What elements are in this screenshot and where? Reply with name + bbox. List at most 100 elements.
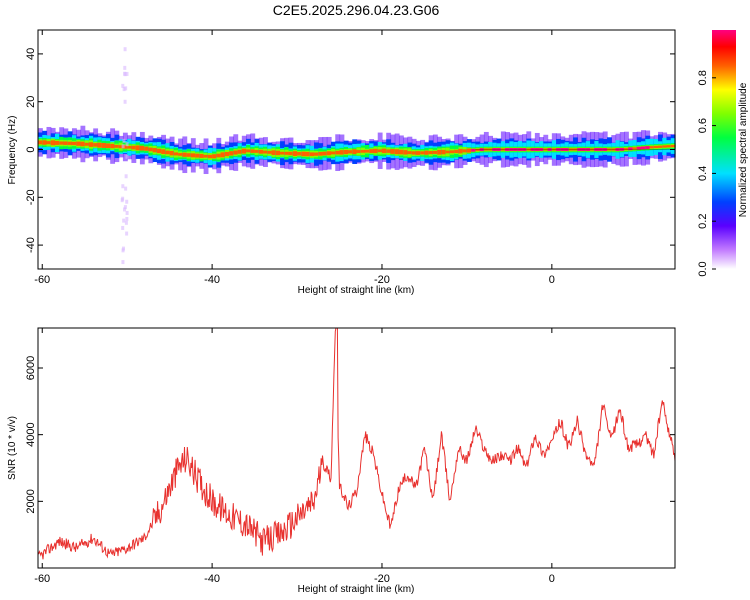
spectrogram-cell — [199, 153, 205, 158]
spectrogram-cell — [386, 149, 392, 153]
spectrogram-noise — [121, 83, 125, 88]
spectrogram-noise — [125, 216, 129, 221]
spectrogram-cell — [131, 145, 137, 150]
spectrogram-cell — [161, 149, 166, 154]
spectrogram-cell — [97, 142, 103, 148]
spectrogram-cell — [364, 149, 370, 153]
spectrogram-cell — [105, 143, 111, 149]
spectrogram-cell — [190, 153, 196, 158]
spectrogram-cell — [178, 153, 183, 156]
spectrogram-cell — [229, 151, 234, 156]
spectrogram-noise — [124, 174, 128, 179]
spectrogram-cell — [335, 150, 341, 155]
spectrogram-cell — [67, 141, 73, 145]
snr-x-tick-label: -20 — [374, 573, 390, 585]
spectrogram-cell-peak — [628, 147, 634, 151]
spectrogram-cell — [407, 151, 413, 155]
spectrogram-cell — [156, 148, 162, 154]
spectrogram-cell — [220, 152, 226, 158]
spectrogram-cell — [331, 151, 336, 155]
spectrogram-cell — [118, 145, 124, 149]
spectrogram-cell — [241, 148, 247, 154]
spectrogram-cell — [454, 149, 460, 154]
spectrogram-cell — [144, 146, 150, 151]
spectrogram-panel: -60 -40 -20 0 40 20 0 -20 -40 Height of straigh… — [7, 29, 676, 296]
spectrogram-cell — [624, 147, 629, 151]
snr-x-tick-label: -40 — [204, 573, 220, 585]
spectrogram-cell — [475, 148, 481, 152]
spectrogram-image — [38, 47, 676, 265]
spectrogram-cell — [381, 148, 387, 154]
spectrogram-cell — [263, 150, 268, 154]
spectrogram-cell — [377, 149, 383, 153]
spectrogram-cell — [267, 150, 273, 154]
spectrogram-cell — [250, 149, 256, 153]
spectrogram-cell — [258, 149, 264, 154]
spectrogram-noise — [123, 65, 127, 70]
spectrogram-y-ticks: 40 20 0 -20 -40 — [25, 48, 675, 253]
spectrogram-cell — [432, 150, 438, 154]
spectrogram-x-label: Height of straight line (km) — [298, 285, 415, 296]
spectrogram-cell — [670, 144, 676, 148]
spectrogram-cell — [216, 153, 222, 158]
snr-panel: -60 -40 -20 0 2000 4000 6000 Height of straig… — [7, 327, 676, 595]
spectrogram-cell — [139, 145, 145, 151]
spectrogram-y-tick-label: -40 — [25, 237, 37, 253]
spectrogram-cell-peak — [641, 146, 646, 150]
spectrogram-noise — [124, 186, 128, 191]
spectrogram-noise — [123, 205, 127, 210]
spectrogram-cell — [394, 149, 400, 155]
spectrogram-cell — [403, 150, 409, 155]
snr-y-tick-label: 6000 — [25, 356, 37, 380]
spectrogram-noise — [122, 87, 126, 92]
spectrogram-cell — [110, 143, 116, 149]
spectrogram-cell — [309, 152, 315, 157]
spectrogram-noise — [125, 154, 129, 159]
spectrogram-cell-peak — [645, 146, 651, 149]
spectrogram-cell — [212, 154, 217, 159]
spectrogram-x-ticks: -60 -40 -20 0 — [34, 30, 555, 286]
spectrogram-cell — [462, 149, 468, 153]
spectrogram-x-tick-label: -40 — [204, 274, 220, 286]
spectrogram-noise — [125, 71, 129, 76]
spectrogram-cell — [207, 154, 213, 159]
spectrogram-noise — [121, 248, 125, 253]
spectrogram-cell — [224, 152, 230, 157]
spectrogram-cell — [288, 151, 294, 156]
spectrogram-x-tick-label: 0 — [549, 274, 555, 286]
spectrogram-cell — [322, 151, 328, 156]
figure-title: C2E5.2025.296.04.23.G06 — [273, 2, 440, 18]
spectrogram-noise — [125, 142, 129, 147]
spectrogram-cell — [305, 151, 311, 157]
spectrogram-cell — [658, 145, 663, 148]
spectrogram-cell — [46, 141, 52, 145]
spectrogram-cell — [275, 150, 281, 156]
spectrogram-y-tick-label: -20 — [25, 189, 37, 205]
snr-x-tick-label: -60 — [34, 573, 50, 585]
spectrogram-cell — [297, 152, 302, 156]
spectrogram-cell — [280, 151, 285, 155]
spectrogram-y-tick-label: 20 — [25, 96, 37, 108]
spectrogram-cell — [101, 142, 107, 148]
snr-y-ticks: 2000 4000 6000 — [25, 356, 675, 514]
spectrogram-x-tick-label: -60 — [34, 274, 50, 286]
spectrogram-cell — [398, 149, 404, 155]
spectrogram-cell — [182, 152, 188, 157]
spectrogram-x-tick-label: -20 — [374, 274, 390, 286]
spectrogram-cell — [441, 149, 447, 155]
spectrogram-cell — [390, 149, 396, 154]
spectrogram-cell — [42, 140, 48, 145]
spectrogram-cell — [356, 150, 362, 153]
spectrogram-cell — [632, 147, 638, 150]
spectrogram-noise — [121, 225, 125, 230]
spectrogram-cell — [54, 140, 60, 145]
spectrogram-cell — [428, 151, 434, 155]
spectrogram-cell — [84, 142, 90, 146]
spectrogram-cell — [195, 153, 200, 158]
spectrogram-cell — [662, 145, 668, 148]
spectrogram-cell — [326, 151, 332, 156]
spectrogram-cell — [666, 145, 672, 148]
spectrogram-noise — [122, 218, 126, 223]
spectrogram-cell — [59, 141, 65, 145]
spectrogram-cell — [348, 150, 353, 154]
